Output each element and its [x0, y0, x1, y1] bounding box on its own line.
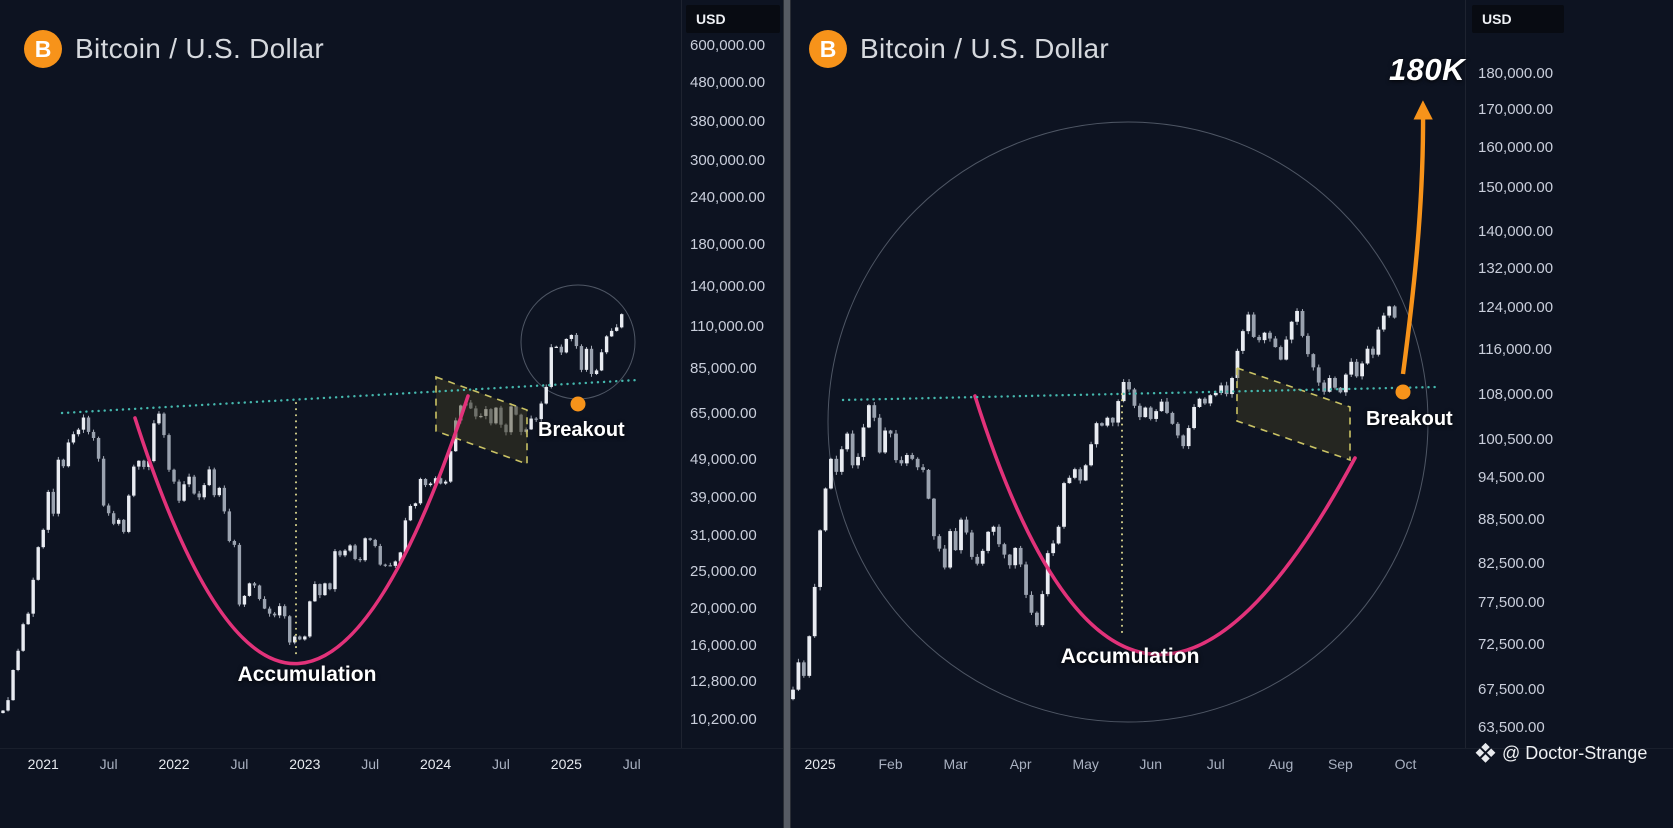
price-tick: 600,000.00	[690, 37, 766, 54]
time-tick: Jul	[361, 756, 380, 772]
price-tick: 31,000.00	[690, 527, 757, 545]
time-tick: May	[1072, 756, 1099, 772]
price-tick: 300,000.00	[690, 151, 766, 169]
time-tick: Jul	[492, 756, 510, 772]
price-tick: 65,000.00	[690, 404, 757, 422]
time-tick: 2022	[158, 756, 190, 772]
author-handle: @ Doctor-Strange	[1502, 743, 1648, 763]
price-tick: 110,000.00	[690, 317, 764, 335]
right-accumulation-label[interactable]: Accumulation	[1060, 645, 1200, 668]
left-breakout-label[interactable]: Breakout	[538, 419, 625, 441]
time-tick: Mar	[943, 756, 968, 772]
price-target-label[interactable]: 180K	[1388, 52, 1466, 87]
time-tick: Apr	[1009, 756, 1032, 772]
bitcoin-logo-icon: B	[24, 30, 62, 68]
time-tick: Aug	[1268, 756, 1294, 772]
price-tick: 10,200.00	[690, 711, 757, 728]
time-tick: Jul	[230, 756, 249, 772]
price-tick: 480,000.00	[690, 73, 766, 91]
price-tick: 160,000.00	[1478, 138, 1554, 156]
time-tick: Oct	[1394, 756, 1417, 772]
bitcoin-logo-icon: B	[809, 30, 847, 68]
price-tick: 180,000.00	[690, 236, 766, 254]
price-tick: 100,500.00	[1478, 430, 1554, 448]
time-tick: Jun	[1139, 756, 1162, 772]
time-tick: Jul	[1206, 756, 1225, 772]
time-tick: 2024	[420, 756, 452, 772]
right-chart-pane[interactable]	[791, 0, 1465, 748]
price-tick: 39,000.00	[690, 489, 757, 507]
price-tick: 88,500.00	[1478, 510, 1545, 528]
right-breakout-label[interactable]: Breakout	[1366, 408, 1453, 430]
time-tick: 2021	[27, 756, 59, 772]
time-tick: Feb	[878, 756, 903, 772]
price-tick: 16,000.00	[690, 636, 757, 654]
time-tick: 2025	[550, 756, 582, 772]
time-tick: Sep	[1327, 756, 1353, 772]
diamond-icon	[1475, 742, 1496, 764]
author-watermark: @ Doctor-Strange	[1475, 742, 1648, 764]
price-tick: 124,000.00	[1478, 298, 1554, 316]
price-tick: 20,000.00	[690, 599, 757, 617]
price-tick: 150,000.00	[1478, 179, 1554, 197]
left-symbol-title: B Bitcoin / U.S. Dollar	[24, 30, 324, 68]
price-tick: 77,500.00	[1478, 593, 1545, 611]
left-accumulation-label[interactable]: Accumulation	[237, 663, 377, 686]
price-tick: 180,000.00	[1478, 65, 1554, 82]
price-tick: 63,500.00	[1478, 719, 1545, 736]
time-tick: 2025	[804, 756, 836, 772]
price-tick: 49,000.00	[690, 451, 757, 469]
price-tick: 67,500.00	[1478, 680, 1545, 698]
price-tick: 132,000.00	[1478, 259, 1554, 277]
price-tick: 170,000.00	[1478, 100, 1554, 118]
price-tick: 25,000.00	[690, 562, 757, 580]
left-currency-badge[interactable]: USD	[686, 5, 780, 33]
price-tick: 85,000.00	[690, 360, 757, 378]
price-tick: 116,000.00	[1478, 340, 1552, 358]
right-symbol-title: B Bitcoin / U.S. Dollar	[809, 30, 1109, 68]
left-price-axis[interactable]: USD 600,000.00 480,000.00 380,000.00 300,00…	[681, 0, 784, 748]
left-symbol-text: Bitcoin / U.S. Dollar	[75, 33, 325, 64]
price-tick: 380,000.00	[690, 112, 766, 130]
price-tick: 108,000.00	[1478, 385, 1554, 403]
time-axis[interactable]: 2021 Jul 2022 Jul 2023 Jul 2024 Jul 2025 Jul 2025 F…	[0, 748, 1673, 828]
time-tick: 2023	[289, 756, 321, 772]
left-chart-pane[interactable]	[0, 0, 681, 748]
price-tick: 72,500.00	[1478, 635, 1545, 653]
price-tick: 82,500.00	[1478, 554, 1545, 572]
right-price-axis[interactable]: USD 180,000.00 170,000.00 160,000.00 150,00…	[1465, 0, 1673, 748]
right-symbol-text: Bitcoin / U.S. Dollar	[860, 33, 1110, 64]
panel-divider	[783, 0, 791, 828]
time-tick: Jul	[99, 756, 118, 772]
price-tick: 240,000.00	[690, 188, 766, 206]
price-tick: 140,000.00	[1478, 222, 1554, 240]
price-tick: 140,000.00	[690, 277, 766, 295]
price-tick: 94,500.00	[1478, 469, 1545, 487]
time-tick: Jul	[622, 756, 641, 772]
right-currency-badge[interactable]: USD	[1472, 5, 1564, 33]
price-tick: 12,800.00	[690, 673, 757, 691]
